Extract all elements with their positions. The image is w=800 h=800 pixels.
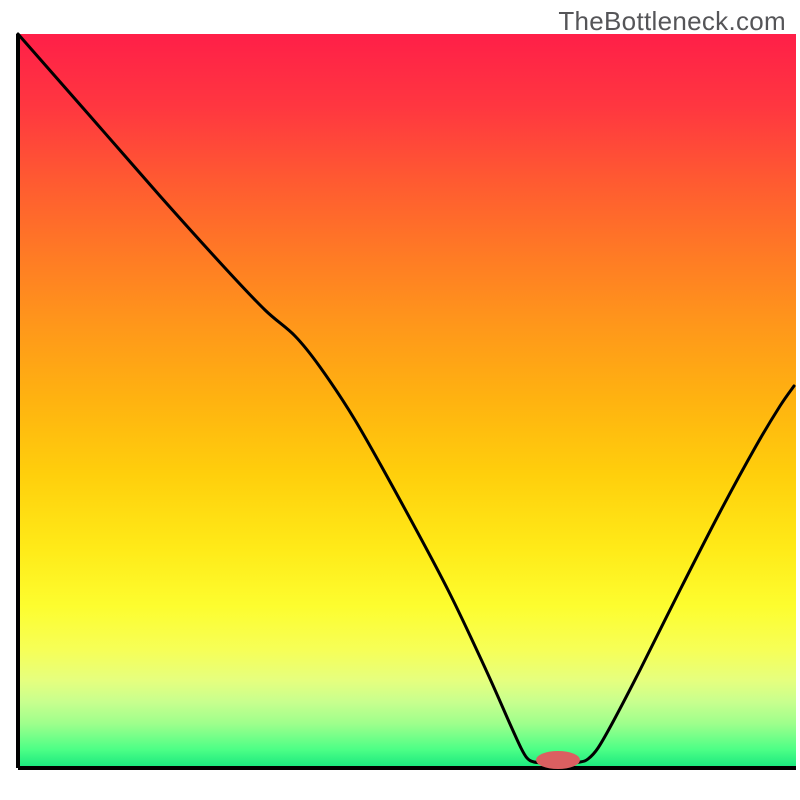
plot-background bbox=[18, 34, 796, 768]
bottleneck-chart bbox=[0, 0, 800, 800]
watermark-text: TheBottleneck.com bbox=[558, 6, 786, 37]
chart-svg bbox=[0, 0, 800, 800]
optimum-marker bbox=[536, 751, 580, 769]
